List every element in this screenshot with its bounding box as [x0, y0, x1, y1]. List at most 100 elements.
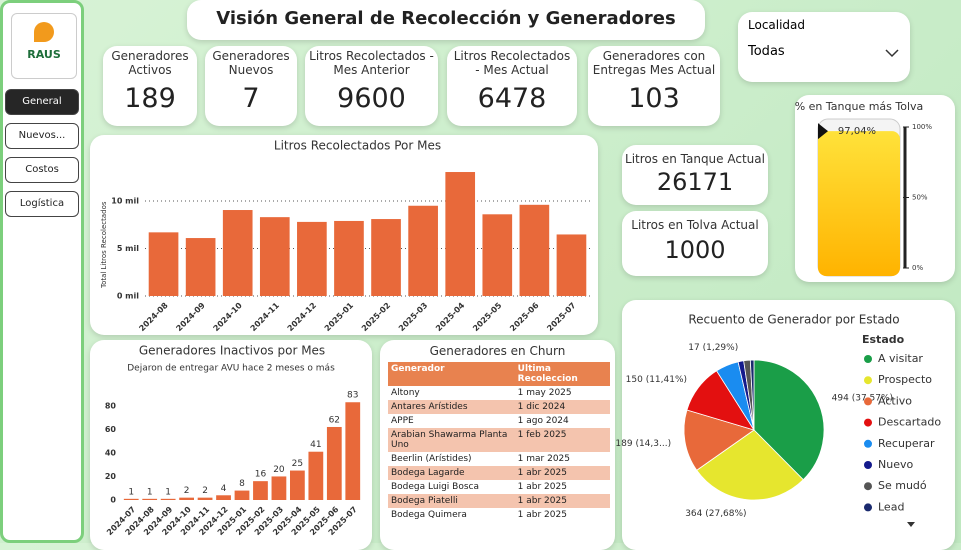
data-label: 494 (37,57%): [832, 394, 893, 404]
table-row: Bodega Luigi Bosca 1 abr 2025: [388, 480, 610, 494]
x-tick-label: 2024-08: [137, 301, 170, 334]
table-row: Antares Arístides 1 dic 2024: [388, 400, 610, 414]
table-cell: Antares Arístides: [391, 402, 468, 412]
table-cell: Altony: [391, 388, 420, 398]
y-tick-label: 40: [105, 448, 117, 457]
nav-button[interactable]: General: [5, 89, 79, 115]
kpi-label: Generadores Activos: [111, 49, 189, 77]
x-tick-label: 2024-11: [249, 301, 282, 334]
chart-title: Generadores Inactivos por Mes: [139, 344, 325, 358]
table-cell: 1 may 2025: [517, 388, 572, 398]
legend-label: Nuevo: [878, 458, 913, 471]
y-tick-label: 10 mil: [111, 197, 139, 206]
nav-button[interactable]: Nuevos...: [5, 123, 79, 149]
legend-label: Descartado: [878, 416, 941, 429]
x-tick-label: 2024-12: [286, 301, 318, 333]
nav-button[interactable]: Costos: [5, 157, 79, 183]
y-tick-label: 0 mil: [117, 292, 139, 301]
bar: [408, 205, 438, 296]
data-label: 25: [292, 459, 303, 469]
kpi-label: Litros Recolectados - Mes Anterior: [309, 49, 434, 77]
bar: [142, 498, 158, 500]
bar: [334, 220, 364, 296]
bar: [259, 217, 290, 296]
kpi-label: Generadores con Entregas Mes Actual: [592, 49, 716, 77]
data-label: 20: [273, 465, 285, 475]
x-tick-label: 2025-04: [434, 301, 467, 334]
table-row: Bodega Piatelli 1 abr 2025: [388, 494, 610, 508]
bar: [197, 497, 213, 500]
tick-label: 0%: [912, 264, 923, 272]
data-label: 364 (27,68%): [685, 509, 746, 519]
dropdown-icon: [885, 49, 899, 58]
kpi-label: Litros en Tanque Actual: [625, 152, 765, 166]
chart: Litros Recolectados Por Mes Total Litros …: [100, 139, 590, 334]
nav-button[interactable]: Logística: [5, 191, 79, 217]
legend-swatch: [864, 376, 872, 385]
logo: RAUS: [11, 13, 77, 79]
kpi-value: 26171: [656, 168, 734, 196]
table-cell: Beerlin (Arístides): [391, 454, 472, 464]
data-label: 1: [165, 487, 171, 497]
kpi-label: Generadores Nuevos: [212, 49, 290, 77]
table-row: Arabian Shawarma Planta Uno 1 feb 2025: [388, 428, 610, 452]
data-label: 17 (1,29%): [688, 343, 738, 353]
kpi-value: 189: [124, 83, 176, 114]
table-cell: Bodega Lagarde: [391, 468, 465, 478]
tick-label: 100%: [912, 123, 932, 131]
legend-swatch: [864, 461, 872, 469]
table-cell: 1 dic 2024: [517, 402, 566, 412]
y-tick-label: 80: [105, 401, 117, 410]
data-label: 8: [239, 479, 245, 489]
value-label: 97,04%: [838, 126, 876, 137]
data-label: 150 (11,41%): [626, 375, 687, 385]
legend-swatch: [864, 355, 872, 363]
legend-swatch: [864, 418, 872, 427]
x-tick-label: 2025-03: [397, 301, 429, 333]
legend-title: Estado: [862, 333, 905, 346]
table-cell: 1 ago 2024: [517, 416, 569, 426]
bar: [148, 232, 179, 296]
x-tick-label: 2024-09: [174, 301, 207, 334]
pie-slice: [753, 359, 825, 481]
x-tick-label: 2025-02: [360, 301, 392, 333]
bar: [290, 470, 305, 500]
table-card: Generadores en Churn Generador Ultima Rec…: [380, 340, 615, 550]
pie-slice: [696, 429, 804, 501]
legend-label: Recuperar: [878, 437, 935, 450]
table-title: Generadores en Churn: [429, 344, 566, 358]
filter-label: Localidad: [748, 18, 806, 32]
data-label: 4: [221, 484, 227, 494]
kpi-value: 9600: [337, 83, 406, 114]
data-label: 16: [255, 470, 267, 480]
x-tick-label: 2024-10: [212, 301, 245, 334]
x-tick-label: 2025-06: [508, 301, 541, 334]
table-cell: 1 abr 2025: [517, 482, 567, 492]
filter[interactable]: Localidad Todas: [738, 12, 910, 82]
legend-swatch: [864, 397, 872, 406]
bar: [123, 498, 139, 500]
chart-card: Recuento de Generador por Estado 494 (37,…: [615, 300, 955, 550]
data-label: 2: [202, 486, 208, 496]
chart: Generadores Inactivos por Mes Dejaron de …: [105, 344, 361, 537]
legend-swatch: [864, 439, 872, 448]
sidebar: RAUS General Nuevos... Costos Logística: [0, 0, 84, 543]
y-tick-label: 0: [110, 496, 116, 505]
logo-mark: [34, 22, 54, 42]
table-cell: Arabian Shawarma Planta Uno: [391, 430, 508, 450]
tank-fill: [818, 131, 900, 276]
bar: [371, 219, 401, 296]
kpi-card: Generadores Activos 189: [103, 46, 197, 126]
data-label: 41: [310, 440, 321, 450]
table-cell: Bodega Luigi Bosca: [391, 482, 479, 492]
legend-swatch: [864, 503, 872, 512]
table-cell: 1 mar 2025: [517, 454, 571, 464]
table-row: Bodega Lagarde 1 abr 2025: [388, 466, 610, 480]
bar: [519, 204, 550, 296]
data-label: 1: [147, 487, 153, 497]
x-tick-label: 2025-01: [323, 301, 356, 334]
kpi-card: Litros en Tolva Actual 1000: [622, 211, 768, 276]
kpi-value: 103: [628, 83, 680, 114]
chart-card: Litros Recolectados Por Mes Total Litros …: [90, 135, 598, 335]
